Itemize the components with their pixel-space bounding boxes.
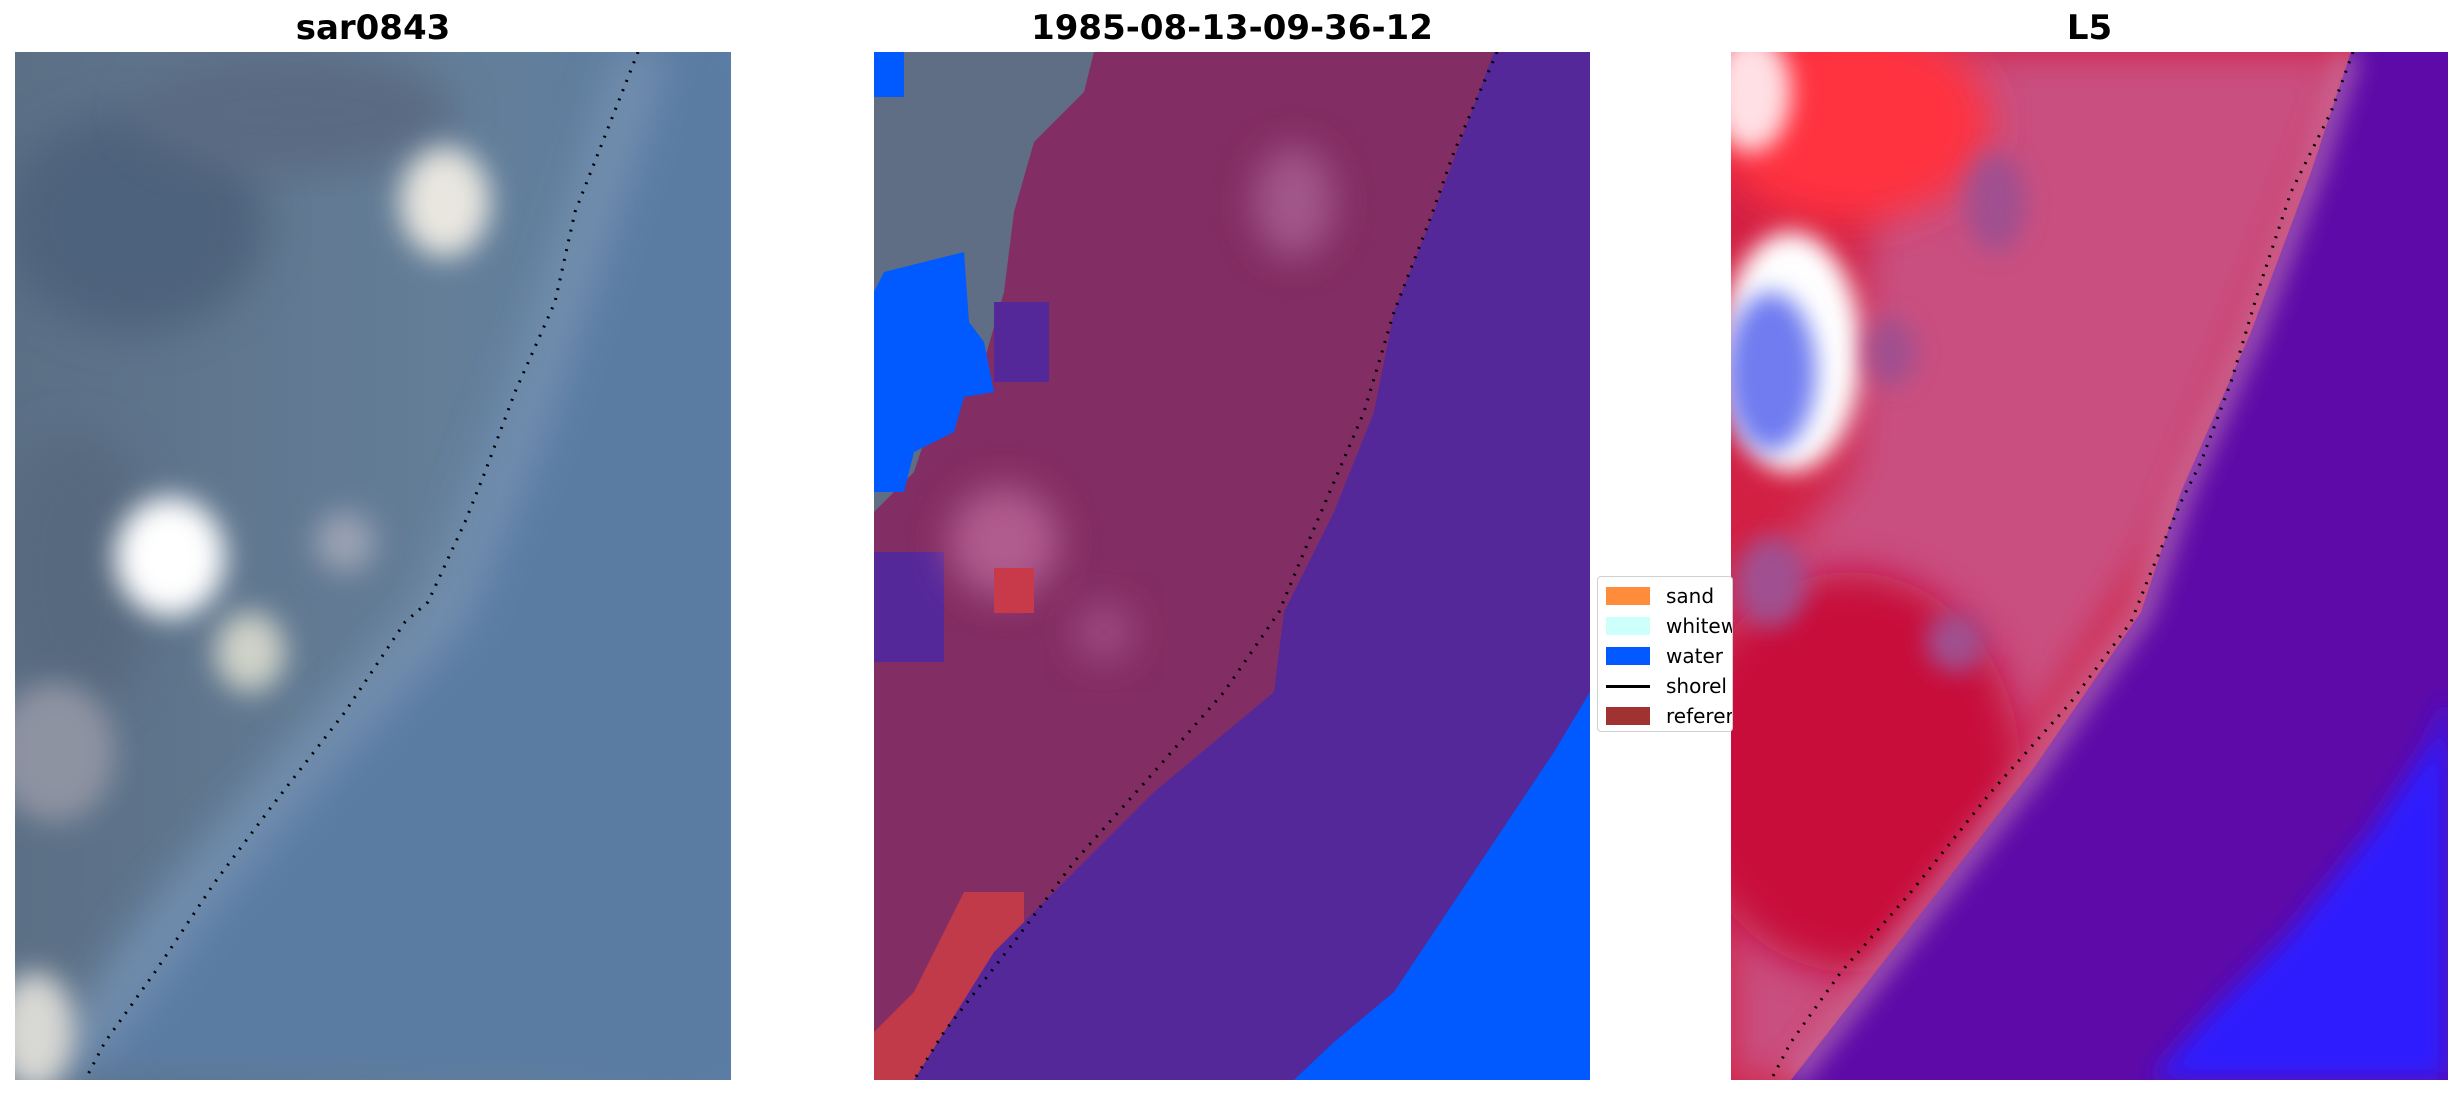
rgb-satellite-image xyxy=(15,52,731,1080)
panel-title-classification: 1985-08-13-09-36-12 xyxy=(1031,8,1433,48)
legend-label-reference: referer xyxy=(1666,704,1733,728)
classification-overlay-image xyxy=(874,52,1590,1080)
panel-title-index: L5 xyxy=(2066,8,2113,48)
legend-label-shoreline: shorel xyxy=(1666,674,1727,698)
legend-label-whitewater: whitew xyxy=(1666,614,1733,638)
legend-swatch-water xyxy=(1606,647,1650,665)
legend-item-reference: referer xyxy=(1606,703,1733,729)
legend-swatch-reference xyxy=(1606,707,1650,725)
legend-label-sand: sand xyxy=(1666,584,1715,608)
legend-item-whitewater: whitew xyxy=(1606,613,1733,639)
legend: sand whitew water shorel referer xyxy=(1597,576,1733,732)
legend-swatch-whitewater xyxy=(1606,617,1650,635)
shoreline-dotted-line xyxy=(83,52,640,1080)
legend-swatch-sand xyxy=(1606,587,1650,605)
legend-item-sand: sand xyxy=(1606,583,1714,609)
legend-item-shoreline: shorel xyxy=(1606,673,1727,699)
legend-label-water: water xyxy=(1666,644,1723,668)
legend-item-water: water xyxy=(1606,643,1723,669)
legend-line-shoreline xyxy=(1606,684,1650,688)
index-map-image xyxy=(1731,52,2448,1080)
panel-title-rgb: sar0843 xyxy=(295,8,451,48)
